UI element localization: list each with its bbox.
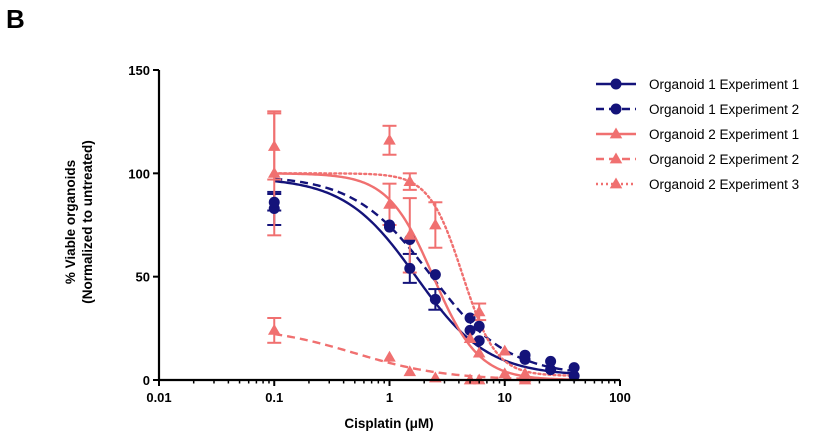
- data-point: [473, 320, 485, 332]
- axes: 0.01 0.1 1 10 100 0 50 100 150: [128, 63, 631, 405]
- data-point: [429, 293, 441, 305]
- data-point: [429, 218, 442, 230]
- fit-curve: [274, 179, 575, 375]
- data-point: [545, 364, 557, 376]
- data-point: [568, 370, 580, 382]
- legend-entry: Organoid 1 Experiment 1: [596, 77, 799, 92]
- data-point: [384, 219, 395, 231]
- legend-label: Organoid 2 Experiment 3: [649, 177, 799, 192]
- data-point: [404, 262, 416, 274]
- x-tick-label: 100: [609, 390, 631, 405]
- legend-entry: Organoid 1 Experiment 2: [596, 102, 799, 117]
- data-point: [545, 355, 557, 367]
- y-axis-title-line1: % Viable organoids: [63, 160, 78, 284]
- data-point: [609, 152, 623, 164]
- data-point: [610, 103, 622, 115]
- legend-entry: Organoid 2 Experiment 1: [596, 127, 799, 142]
- data-point: [268, 196, 280, 208]
- x-tick-label: 10: [498, 390, 512, 405]
- data-point: [519, 349, 531, 361]
- data-point: [473, 335, 485, 347]
- data-point: [267, 166, 281, 178]
- legend: Organoid 1 Experiment 1 Organoid 1 Experi…: [596, 77, 799, 192]
- legend-label: Organoid 2 Experiment 2: [649, 152, 799, 167]
- y-tick-label: 50: [136, 270, 150, 285]
- data-point: [498, 367, 512, 379]
- y-tick-label: 100: [128, 166, 150, 181]
- y-axis-title-line2: (Normalized to untreated): [80, 140, 95, 304]
- data-point: [403, 228, 417, 240]
- y-tick-label: 0: [143, 373, 150, 388]
- data-point: [568, 362, 580, 374]
- data-point: [610, 78, 622, 90]
- legend-entry: Organoid 2 Experiment 2: [596, 152, 799, 167]
- data-point: [464, 312, 476, 324]
- data-point: [403, 365, 417, 377]
- fit-curves: [273, 172, 576, 381]
- data-point: [429, 269, 441, 281]
- data-point: [609, 127, 623, 139]
- data-point: [472, 305, 486, 317]
- data-point: [463, 332, 477, 344]
- fit-curve: [273, 172, 576, 377]
- data-point: [383, 350, 396, 362]
- data-point: [267, 139, 281, 151]
- y-tick-label: 150: [128, 63, 150, 78]
- data-point: [464, 324, 476, 336]
- x-axis-title: Cisplatin (μM): [344, 416, 433, 431]
- data-point: [383, 133, 396, 145]
- data-point: [403, 175, 417, 186]
- fit-curve: [274, 172, 575, 381]
- panel-label: B: [6, 4, 25, 34]
- data-point: [383, 197, 396, 209]
- x-tick-label: 0.1: [265, 390, 283, 405]
- legend-label: Organoid 1 Experiment 1: [649, 77, 799, 92]
- legend-label: Organoid 2 Experiment 1: [649, 127, 799, 142]
- data-point: [609, 177, 623, 189]
- x-tick-label: 1: [386, 390, 393, 405]
- data-point: [518, 367, 532, 379]
- x-tick-label: 0.01: [146, 390, 171, 405]
- data-point: [267, 323, 281, 335]
- data-markers: [267, 133, 580, 385]
- legend-label: Organoid 1 Experiment 2: [649, 102, 799, 117]
- data-point: [498, 344, 512, 356]
- data-point: [472, 346, 486, 358]
- legend-entry: Organoid 2 Experiment 3: [596, 177, 799, 192]
